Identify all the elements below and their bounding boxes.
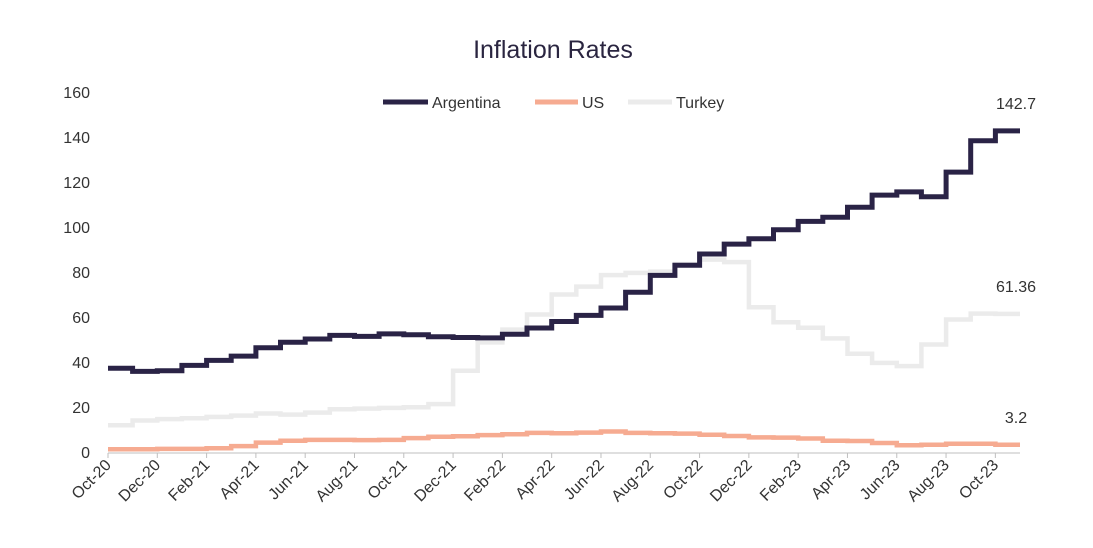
y-tick-label: 160 — [63, 85, 90, 102]
series-line-turkey — [108, 257, 1020, 428]
x-tick-label: Dec-21 — [411, 457, 460, 506]
x-tick-label: Jun-23 — [857, 457, 904, 504]
x-tick-label: Feb-23 — [757, 457, 805, 505]
y-tick-label: 100 — [63, 220, 90, 237]
y-tick-label: 60 — [72, 310, 90, 327]
chart-title: Inflation Rates — [473, 36, 633, 64]
x-tick-label: Aug-22 — [609, 457, 658, 506]
x-tick-label: Apr-21 — [217, 457, 263, 503]
end-label-turkey: 61.36 — [996, 279, 1036, 296]
annotations: 142.7 3.2 61.36 — [996, 96, 1036, 427]
legend-label-turkey: Turkey — [676, 95, 724, 112]
x-tick-label: Apr-23 — [808, 457, 854, 503]
end-label-us: 3.2 — [1005, 410, 1027, 427]
x-tick-label: Aug-21 — [313, 457, 362, 506]
y-tick-label: 120 — [63, 175, 90, 192]
end-label-argentina: 142.7 — [996, 96, 1036, 113]
series-layer — [108, 128, 1020, 452]
legend-label-us: US — [582, 95, 604, 112]
x-tick-label: Apr-22 — [513, 457, 559, 503]
x-tick-label: Dec-20 — [116, 457, 165, 506]
x-tick-label: Oct-22 — [660, 457, 706, 503]
y-tick-label: 20 — [72, 400, 90, 417]
x-tick-label: Feb-22 — [461, 457, 509, 505]
x-tick-label: Oct-23 — [956, 457, 1002, 503]
x-tick-label: Oct-21 — [365, 457, 411, 503]
y-tick-label: 0 — [81, 445, 90, 462]
y-tick-label: 40 — [72, 355, 90, 372]
y-tick-label: 140 — [63, 130, 90, 147]
x-tick-label: Aug-23 — [904, 457, 953, 506]
legend: Argentina US Turkey — [383, 95, 724, 112]
y-tick-label: 80 — [72, 265, 90, 282]
x-tick-label: Dec-22 — [707, 457, 756, 506]
x-tick-label: Oct-20 — [69, 457, 115, 503]
x-tick-label: Jun-21 — [265, 457, 312, 504]
series-line-us — [108, 429, 1020, 452]
series-line-argentina — [108, 128, 1020, 374]
legend-label-argentina: Argentina — [432, 95, 501, 112]
x-tick-label: Jun-22 — [561, 457, 608, 504]
x-tick-label: Feb-21 — [166, 457, 214, 505]
